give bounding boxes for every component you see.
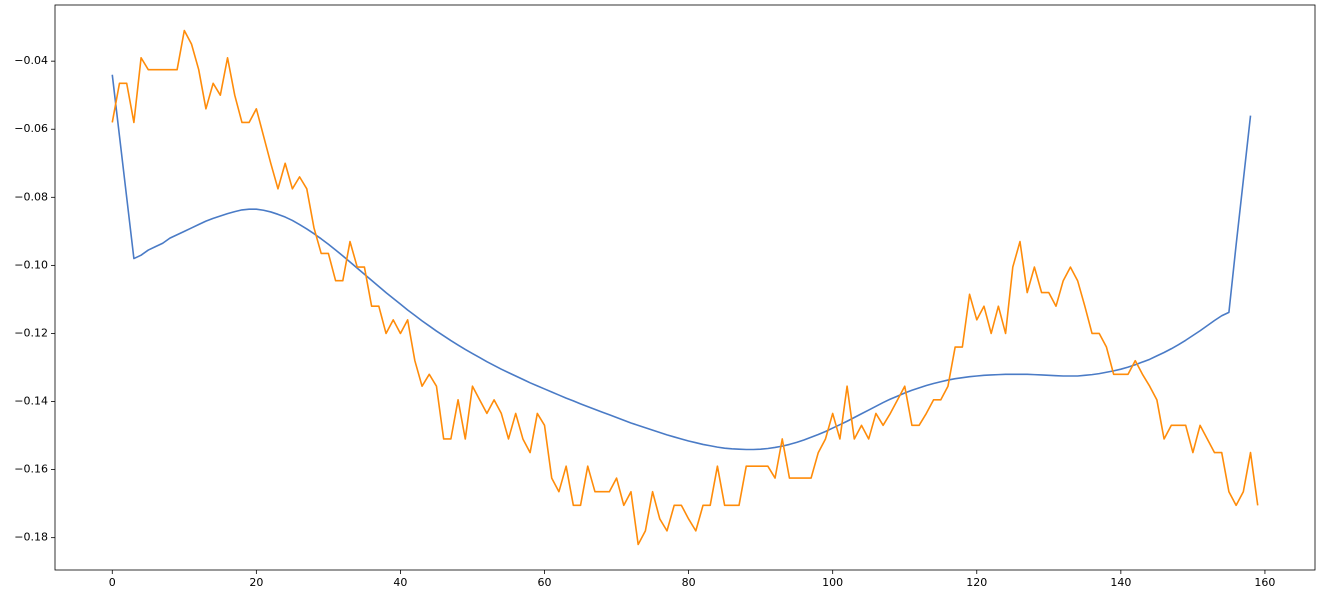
y-tick-label: −0.06 [14, 122, 48, 135]
y-tick-label: −0.16 [14, 463, 48, 476]
y-tick-label: −0.12 [14, 326, 48, 339]
y-tick-label: −0.18 [14, 531, 48, 544]
x-tick-label: 140 [1110, 576, 1131, 589]
plot-frame [54, 4, 1316, 571]
data-line [111, 29, 1259, 546]
x-tick-label: 80 [682, 576, 696, 589]
x-tick-label: 20 [249, 576, 263, 589]
y-tick-label: −0.14 [14, 395, 48, 408]
x-tick-label: 160 [1254, 576, 1275, 589]
y-tick-label: −0.04 [14, 54, 48, 67]
x-tick-label: 60 [538, 576, 552, 589]
y-tick-label: −0.08 [14, 190, 48, 203]
x-tick-label: 0 [109, 576, 116, 589]
x-tick-label: 120 [966, 576, 987, 589]
data-line [111, 74, 1252, 451]
y-tick-label: −0.10 [14, 258, 48, 271]
x-tick-label: 40 [393, 576, 407, 589]
x-tick-label: 100 [822, 576, 843, 589]
